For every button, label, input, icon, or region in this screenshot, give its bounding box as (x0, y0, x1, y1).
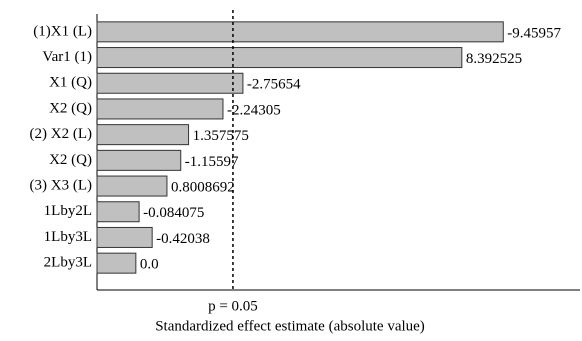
y-tick-label: 1Lby3L (44, 229, 92, 245)
y-tick-label: X2 (Q) (49, 100, 92, 116)
y-tick-label: X2 (Q) (49, 152, 92, 168)
bar (96, 201, 140, 223)
bar (96, 149, 182, 171)
value-label: -0.084075 (143, 205, 204, 221)
value-label: -2.24305 (227, 102, 281, 118)
bar (96, 124, 190, 146)
y-tick-label: 2Lby3L (44, 255, 92, 271)
value-label: -2.75654 (247, 77, 301, 93)
value-label: -0.42038 (156, 231, 210, 247)
bar (96, 226, 153, 248)
y-tick-label: (1)X1 (L) (33, 23, 92, 39)
x-axis-label: Standardized effect estimate (absolute v… (155, 318, 425, 334)
value-label: -1.15597 (185, 154, 239, 170)
reference-label: p = 0.05 (208, 298, 258, 314)
bar (96, 175, 168, 197)
value-label: 1.357575 (193, 128, 249, 144)
bar (96, 21, 504, 43)
bar (96, 98, 224, 120)
bar (96, 72, 244, 94)
y-tick-label: (2) X2 (L) (30, 126, 92, 142)
bar (96, 47, 463, 69)
bar (96, 252, 137, 274)
y-tick-label: (3) X3 (L) (30, 177, 92, 193)
value-label: -9.45957 (507, 25, 561, 41)
y-tick-label: X1 (Q) (49, 75, 92, 91)
value-label: 0.8008692 (171, 179, 235, 195)
y-tick-label: Var1 (1) (42, 49, 92, 65)
value-label: 8.392525 (466, 51, 522, 67)
y-tick-label: 1Lby2L (44, 203, 92, 219)
value-label: 0.0 (140, 257, 159, 273)
